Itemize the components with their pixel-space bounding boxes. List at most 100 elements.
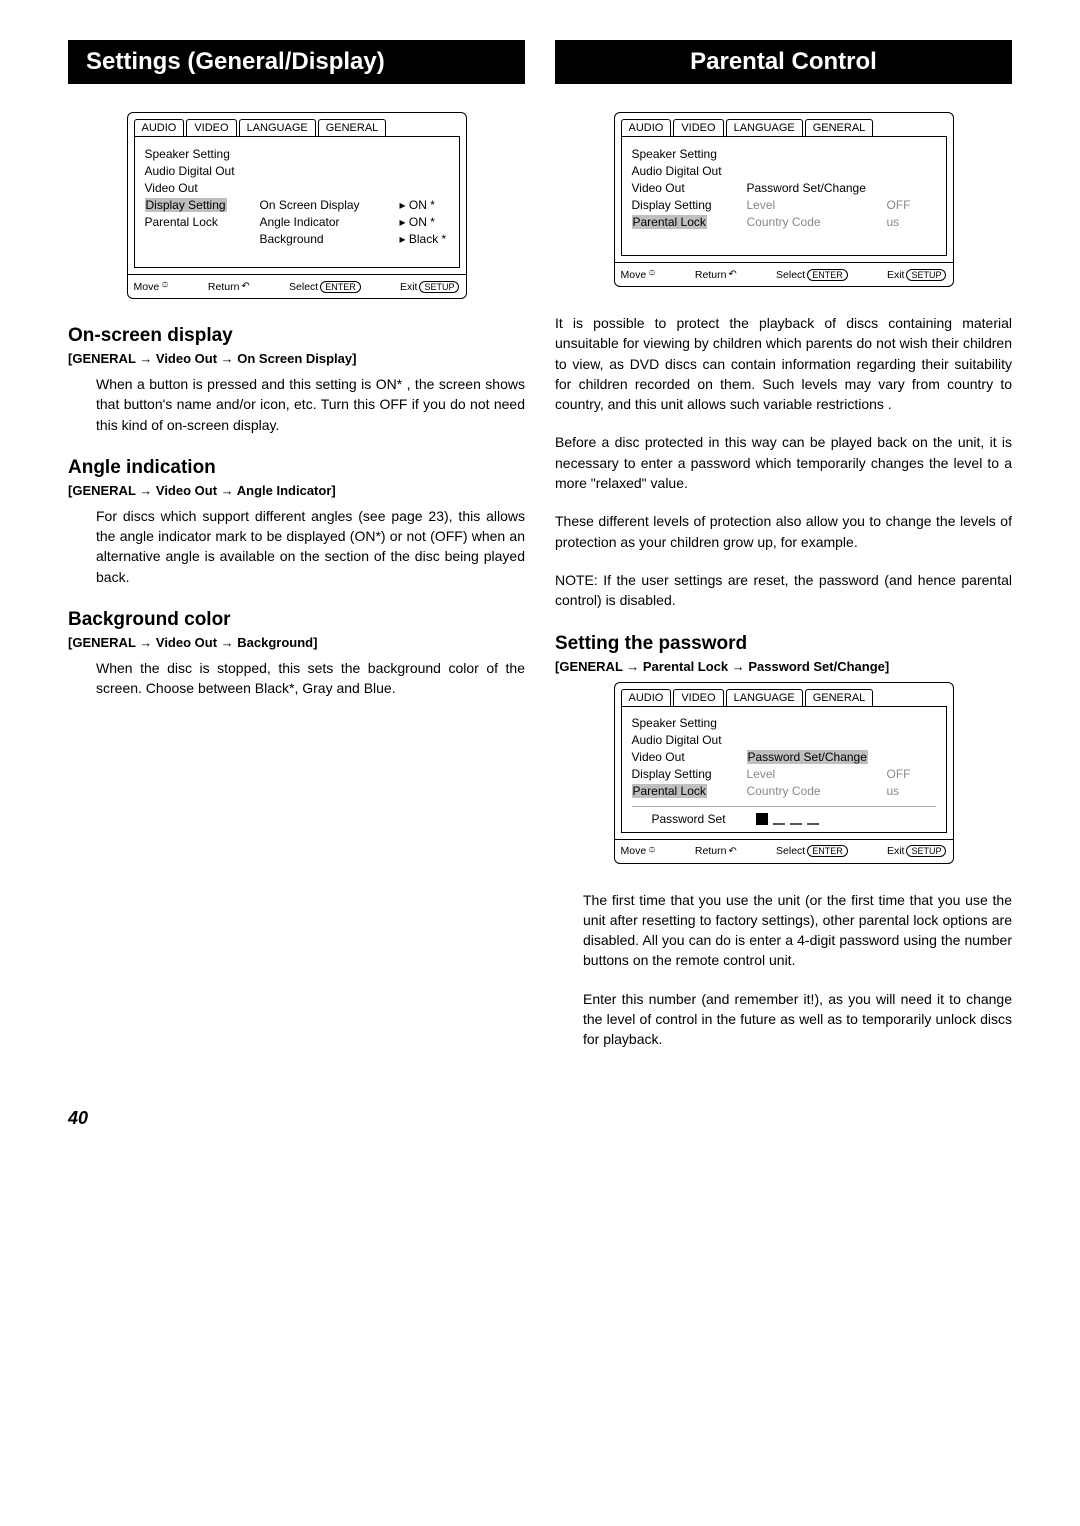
footer-select: Select [289, 281, 318, 293]
body-text: When a button is pressed and this settin… [96, 374, 525, 435]
menu-item-highlight: Parental Lock [632, 215, 707, 229]
menu-footer: Move ⯐ Return ↶ Select ENTER Exit SETUP [615, 839, 953, 863]
menu-diagram-password: AUDIO VIDEO LANGUAGE GENERAL Speaker Set… [614, 682, 954, 864]
menu-tab: LANGUAGE [726, 689, 803, 706]
menu-item-highlight: Display Setting [145, 198, 227, 212]
password-digit [773, 813, 785, 825]
menu-tab: GENERAL [318, 119, 387, 136]
setup-badge: SETUP [906, 845, 946, 857]
nav-path: [GENERAL → Video Out → On Screen Display… [68, 351, 525, 366]
menu-value-highlight: Password Set/Change [747, 750, 868, 764]
body-text: NOTE: If the user settings are reset, th… [555, 570, 1012, 611]
menu-diagram-parental: AUDIO VIDEO LANGUAGE GENERAL Speaker Set… [614, 112, 954, 287]
menu-item: Video Out [145, 181, 260, 195]
menu-item: Parental Lock [145, 215, 260, 229]
footer-select: Select [776, 845, 805, 857]
enter-badge: ENTER [320, 281, 361, 293]
menu-item: Speaker Setting [632, 716, 747, 730]
body-text: It is possible to protect the playback o… [555, 313, 1012, 414]
return-icon: ↶ [728, 269, 736, 280]
return-icon: ↶ [728, 846, 736, 857]
left-title: Settings (General/Display) [68, 40, 525, 84]
menu-value-dim: Country Code [747, 784, 887, 798]
menu-item: Speaker Setting [632, 147, 747, 161]
menu-footer: Move ⯐ Return ↶ Select ENTER Exit SETUP [615, 262, 953, 286]
section-heading: Angle indication [68, 457, 525, 479]
menu-value: Password Set/Change [747, 181, 887, 195]
setup-badge: SETUP [419, 281, 459, 293]
footer-exit: Exit [887, 845, 905, 857]
nav-path: [GENERAL → Video Out → Angle Indicator] [68, 483, 525, 498]
nav-path: [GENERAL → Video Out → Background] [68, 635, 525, 650]
setup-badge: SETUP [906, 269, 946, 281]
left-column: Settings (General/Display) AUDIO VIDEO L… [68, 40, 525, 1068]
menu-value-dim: Country Code [747, 215, 887, 229]
footer-return: Return [695, 269, 727, 281]
footer-move: Move [134, 281, 160, 293]
footer-exit: Exit [400, 281, 418, 293]
section-heading: On-screen display [68, 325, 525, 347]
body-text: Before a disc protected in this way can … [555, 432, 1012, 493]
dpad-icon: ⯐ [648, 266, 656, 283]
footer-move: Move [621, 269, 647, 281]
body-text: These different levels of protection als… [555, 511, 1012, 552]
section-heading: Setting the password [555, 633, 1012, 655]
menu-value-dim: OFF [887, 198, 911, 212]
footer-exit: Exit [887, 269, 905, 281]
menu-tab: AUDIO [134, 119, 185, 136]
password-digit [807, 813, 819, 825]
menu-tab: VIDEO [186, 119, 236, 136]
return-icon: ↶ [241, 281, 249, 292]
menu-tab: LANGUAGE [726, 119, 803, 136]
menu-tab: GENERAL [805, 119, 874, 136]
footer-return: Return [208, 281, 240, 293]
footer-return: Return [695, 845, 727, 857]
menu-tab: VIDEO [673, 119, 723, 136]
footer-move: Move [621, 845, 647, 857]
menu-value: On Screen Display [260, 198, 400, 212]
menu-tab: GENERAL [805, 689, 874, 706]
menu-item: Video Out [632, 181, 747, 195]
password-label: Password Set [652, 812, 726, 826]
password-digit [756, 813, 768, 825]
password-digits [756, 813, 819, 825]
right-title: Parental Control [555, 40, 1012, 84]
enter-badge: ENTER [807, 269, 848, 281]
page-number: 40 [68, 1108, 1012, 1129]
menu-value: ▸ ON * [400, 198, 435, 212]
menu-item: Audio Digital Out [632, 164, 747, 178]
menu-value-dim: us [887, 215, 900, 229]
menu-item: Display Setting [632, 198, 747, 212]
body-text: For discs which support different angles… [96, 506, 525, 587]
nav-path: [GENERAL → Parental Lock → Password Set/… [555, 659, 1012, 674]
right-column: Parental Control AUDIO VIDEO LANGUAGE GE… [555, 40, 1012, 1068]
dpad-icon: ⯐ [161, 278, 169, 295]
menu-item-highlight: Parental Lock [632, 784, 707, 798]
menu-item: Speaker Setting [145, 147, 260, 161]
footer-select: Select [776, 269, 805, 281]
dpad-icon: ⯐ [648, 843, 656, 860]
menu-item: Audio Digital Out [632, 733, 747, 747]
enter-badge: ENTER [807, 845, 848, 857]
menu-value: Angle Indicator [260, 215, 400, 229]
section-heading: Background color [68, 609, 525, 631]
menu-tab: AUDIO [621, 689, 672, 706]
menu-value-dim: Level [747, 767, 887, 781]
menu-item: Audio Digital Out [145, 164, 260, 178]
menu-value-dim: Level [747, 198, 887, 212]
menu-item: Display Setting [632, 767, 747, 781]
menu-value: ▸ Black * [400, 232, 447, 246]
menu-value-dim: us [887, 784, 900, 798]
menu-value: Background [260, 232, 400, 246]
body-text: The first time that you use the unit (or… [583, 890, 1012, 971]
menu-diagram-display: AUDIO VIDEO LANGUAGE GENERAL Speaker Set… [127, 112, 467, 299]
menu-value: ▸ ON * [400, 215, 435, 229]
menu-tab: VIDEO [673, 689, 723, 706]
menu-footer: Move ⯐ Return ↶ Select ENTER Exit SETUP [128, 274, 466, 298]
password-digit [790, 813, 802, 825]
menu-tab: LANGUAGE [239, 119, 316, 136]
menu-value-dim: OFF [887, 767, 911, 781]
menu-item: Video Out [632, 750, 747, 764]
menu-tab: AUDIO [621, 119, 672, 136]
body-text: When the disc is stopped, this sets the … [96, 658, 525, 699]
